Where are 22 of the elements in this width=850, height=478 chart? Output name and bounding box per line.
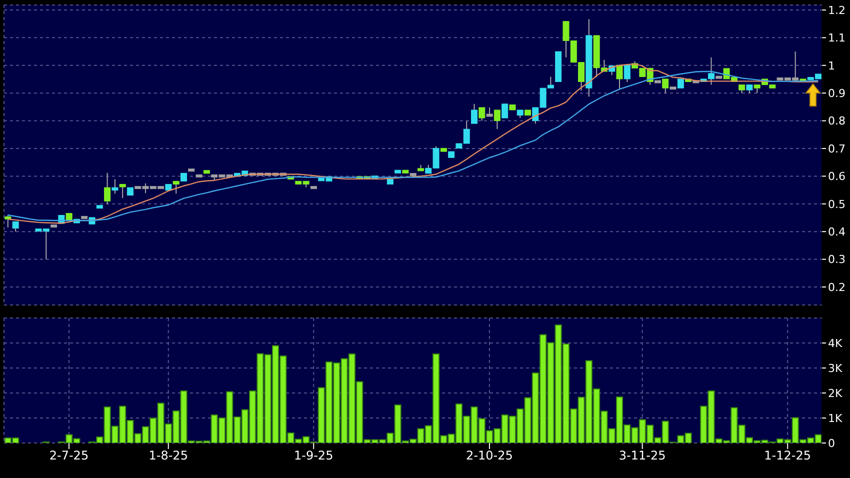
x-tick-label: 1-8-25 [148,448,188,463]
x-tick-label: 1-12-25 [764,448,812,463]
x-tick-label: 1-9-25 [294,448,334,463]
x-tick-label: 3-11-25 [618,448,666,463]
y-tick-label: 4K [828,336,843,350]
y-tick-label: 0.7 [828,142,846,156]
y-tick-label: 0.9 [828,86,846,100]
y-tick-label: 0.4 [828,226,846,238]
y-tick-label: 1.2 [828,4,846,17]
y-tick-label: 3K [828,362,843,375]
y-tick-label: 0.2 [828,280,846,294]
x-tick-label: 2-10-25 [466,448,513,463]
y-tick-label: 1.1 [828,32,846,45]
y-tick-label: 1 [828,59,835,72]
y-tick-label: 0.8 [828,114,846,128]
y-tick-label: 0.5 [828,198,846,211]
y-tick-label: 0 [828,436,835,450]
y-tick-label: 2K [828,386,843,400]
y-tick-label: 0.3 [828,253,846,266]
y-tick-label: 0.6 [828,170,846,184]
y-tick-label: 1K [828,412,843,425]
x-tick-label: 2-7-25 [49,448,89,463]
